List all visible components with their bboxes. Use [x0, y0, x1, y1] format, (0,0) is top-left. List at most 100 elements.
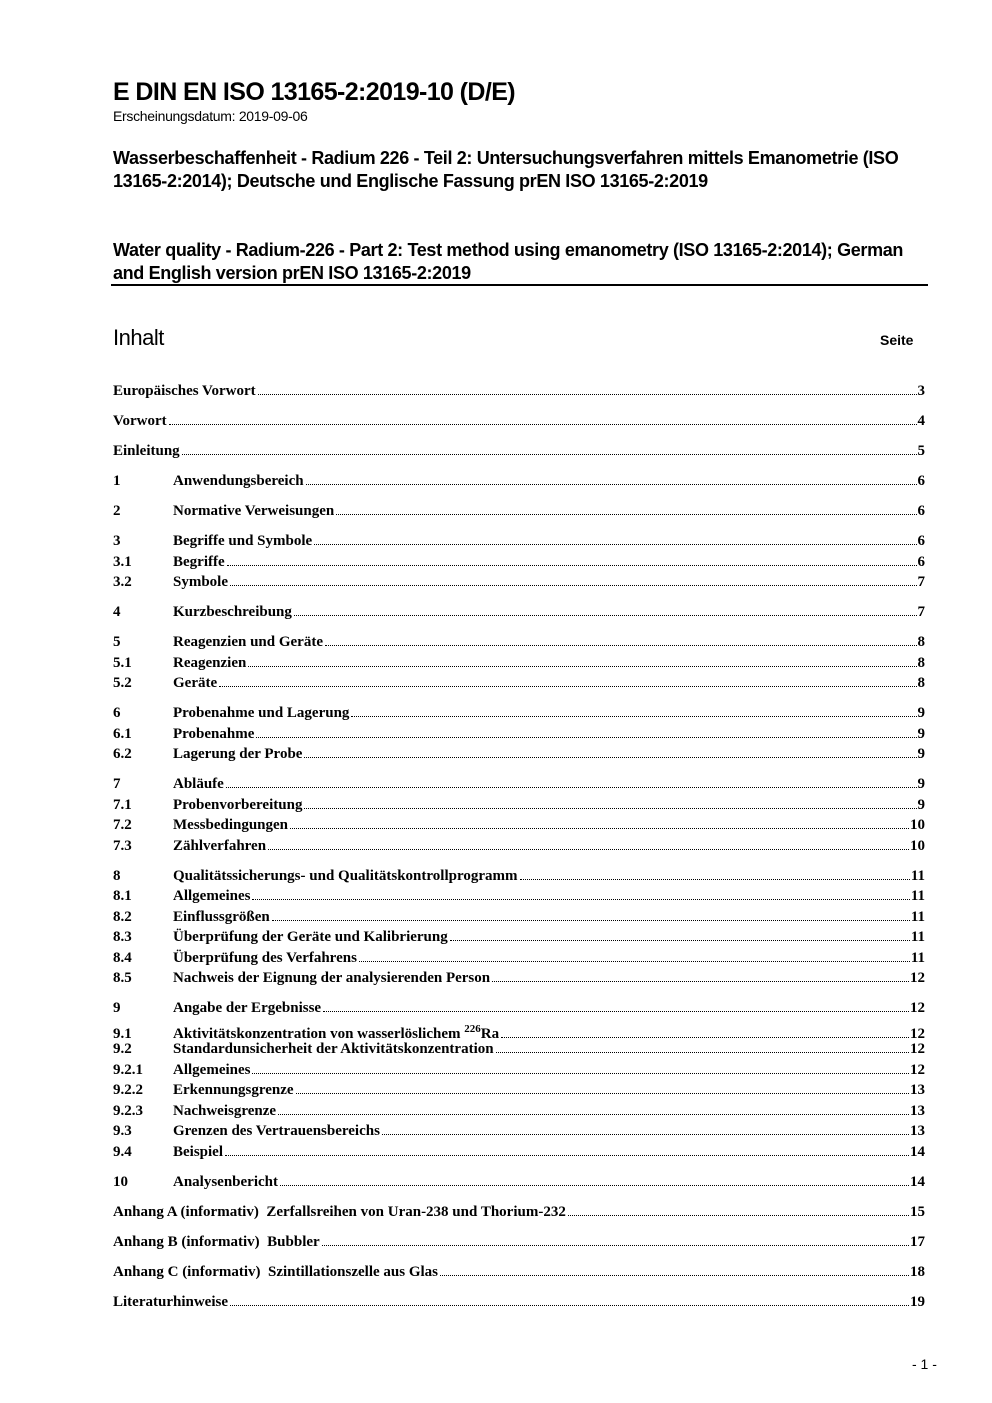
toc-entry[interactable]: Anhang C (informativ) Szintillationszell… [113, 1262, 925, 1283]
toc-entry[interactable]: 5.1 Reagenzien 8 [113, 653, 925, 674]
toc-entry-title: Begriffe [173, 552, 225, 573]
toc-entry[interactable]: 5.2 Geräte 8 [113, 673, 925, 694]
toc-entry[interactable]: 3.2 Symbole 7 [113, 572, 925, 593]
toc-entry[interactable]: 8.3 Überprüfung der Geräte und Kalibrieru… [113, 927, 925, 948]
toc-entry-title-text: Kurzbeschreibung [173, 604, 292, 620]
toc-entry-title: Erkennungsgrenze [173, 1080, 294, 1101]
toc-entry-title-text: Angabe der Ergebnisse [173, 1000, 322, 1016]
toc-entry-title: Kurzbeschreibung [173, 602, 292, 623]
toc-entry[interactable]: 9 Angabe der Ergebnisse 12 [113, 998, 925, 1019]
toc-entry[interactable]: 8.2 Einflussgrößen 11 [113, 907, 925, 928]
toc-group: Anhang A (informativ) Zerfallsreihen von… [113, 1202, 925, 1223]
toc-entry[interactable]: 7.2 Messbedingungen 10 [113, 815, 925, 836]
toc-group: Literaturhinweise 19 [113, 1292, 925, 1313]
toc-entry-title: Beispiel [173, 1142, 223, 1163]
publication-date: Erscheinungsdatum: 2019-09-06 [113, 108, 308, 124]
toc-entry-title: Europäisches Vorwort [113, 381, 256, 402]
toc-entry-title-text: Einflussgrößen [173, 908, 270, 925]
toc-entry-title-text: Allgemeines [173, 888, 251, 904]
toc-entry-page: 9 [917, 705, 926, 721]
toc-entry-page: 7 [917, 574, 926, 590]
toc-entry[interactable]: 3 Begriffe und Symbole 6 [113, 531, 925, 552]
dot-leader [230, 584, 917, 586]
toc-entry[interactable]: 10 Analysenbericht 14 [113, 1172, 925, 1193]
toc-entry-number: 6 [113, 705, 121, 721]
toc-entry[interactable]: Anhang B (informativ) Bubbler 17 [113, 1232, 925, 1253]
toc-entry-page: 8 [917, 634, 926, 650]
superscript: 226 [464, 1022, 481, 1035]
toc-entry-number: 9.2.2 [113, 1082, 143, 1098]
toc-entry-title: Grenzen des Vertrauensbereichs [173, 1121, 380, 1142]
toc-entry-title-text: Probenahme [173, 725, 255, 742]
toc-entry[interactable]: Anhang A (informativ) Zerfallsreihen von… [113, 1202, 925, 1223]
toc-entry[interactable]: 8.1 Allgemeines 11 [113, 886, 925, 907]
toc-entry-number: 5.1 [113, 654, 132, 671]
toc-entry[interactable]: Literaturhinweise 19 [113, 1292, 925, 1313]
toc-entry-number: 8 [113, 867, 121, 884]
toc-entry-title: Standardunsicherheit der Aktivitätskonze… [173, 1039, 494, 1060]
toc-entry[interactable]: 1 Anwendungsbereich 6 [113, 471, 925, 492]
toc-entry-page: 12 [910, 1000, 925, 1016]
toc-entry[interactable]: 9.4 Beispiel 14 [113, 1142, 925, 1163]
toc-entry-title: Messbedingungen [173, 815, 288, 836]
toc-group: 6 Probenahme und Lagerung 9 6.1 Probenahme 9 6… [113, 703, 925, 765]
dot-leader [278, 1113, 909, 1115]
toc-entry-number: 9.3 [113, 1123, 132, 1139]
toc-entry-title-text: Abläufe [173, 776, 224, 792]
toc-entry-page: 14 [910, 1173, 925, 1190]
dot-leader [314, 543, 917, 545]
toc-entry[interactable]: 6.2 Lagerung der Probe 9 [113, 744, 925, 765]
toc-entry-number: 7.3 [113, 837, 132, 854]
toc-entry-title-text: Probenahme und Lagerung [173, 705, 350, 721]
toc-entry[interactable]: 7.1 Probenvorbereitung 9 [113, 795, 925, 816]
dot-leader [229, 1304, 909, 1306]
toc-entry-title: Einleitung [113, 441, 180, 462]
toc-entry-title: Nachweis der Eignung der analysierenden … [173, 968, 490, 989]
dot-leader [219, 685, 917, 687]
toc-entry[interactable]: Einleitung 5 [113, 441, 925, 462]
toc-entry[interactable]: 2 Normative Verweisungen 6 [113, 501, 925, 522]
toc-entry-page: 19 [910, 1293, 925, 1310]
toc-entry[interactable]: 8.4 Überprüfung des Verfahrens 11 [113, 948, 925, 969]
toc-entry[interactable]: 4 Kurzbeschreibung 7 [113, 602, 925, 623]
toc-entry-title: Probenvorbereitung [173, 795, 302, 816]
toc-entry[interactable]: 7 Abläufe 9 [113, 774, 925, 795]
toc-entry-number: 9.2 [113, 1041, 132, 1057]
toc-entry-number: 9.2.1 [113, 1061, 143, 1078]
toc-entry[interactable]: 6 Probenahme und Lagerung 9 [113, 703, 925, 724]
toc-entry-number: 6.2 [113, 746, 132, 762]
toc-entry-number: 8.2 [113, 908, 132, 925]
toc-entry-title: Abläufe [173, 774, 224, 795]
toc-entry[interactable]: 6.1 Probenahme 9 [113, 724, 925, 745]
toc-entry-number: 5.2 [113, 675, 132, 691]
dot-leader [519, 878, 910, 880]
toc-entry-title: Anwendungsbereich [173, 471, 304, 492]
dot-leader [323, 1010, 909, 1012]
toc-entry[interactable]: 9.1 Aktivitätskonzentration von wasserlös… [113, 1019, 925, 1042]
toc-entry-page: 7 [917, 604, 926, 620]
toc-entry-title-text: Qualitätssicherungs- und Qualitätskontro… [173, 867, 518, 884]
toc-entry-title: Normative Verweisungen [173, 501, 334, 522]
dot-leader [567, 1214, 909, 1216]
toc-entry[interactable]: 9.2.3 Nachweisgrenze 13 [113, 1101, 925, 1122]
toc-entry[interactable]: 9.3 Grenzen des Vertrauensbereichs 13 [113, 1121, 925, 1142]
toc-entry-title-text: Normative Verweisungen [173, 503, 335, 519]
toc-entry-page: 13 [910, 1102, 925, 1119]
toc-entry[interactable]: 9.2 Standardunsicherheit der Aktivitätsko… [113, 1039, 925, 1060]
toc-entry[interactable]: Vorwort 4 [113, 411, 925, 432]
toc-entry-page: 13 [910, 1082, 925, 1098]
toc-entry[interactable]: 7.3 Zählverfahren 10 [113, 836, 925, 857]
toc-entry-title-text: Zählverfahren [173, 837, 267, 854]
toc-entry[interactable]: 3.1 Begriffe 6 [113, 552, 925, 573]
toc-entry[interactable]: 8.5 Nachweis der Eignung der analysierend… [113, 968, 925, 989]
toc-entry-page: 9 [917, 746, 926, 762]
toc-entry[interactable]: 5 Reagenzien und Geräte 8 [113, 632, 925, 653]
toc-entry[interactable]: 9.2.2 Erkennungsgrenze 13 [113, 1080, 925, 1101]
toc-entry[interactable]: Europäisches Vorwort 3 [113, 381, 925, 402]
toc-entry[interactable]: 9.2.1 Allgemeines 12 [113, 1060, 925, 1081]
toc-entry-number: 10 [113, 1173, 128, 1190]
dot-leader [268, 848, 909, 850]
toc-entry[interactable]: 8 Qualitätssicherungs- und Qualitätskontr… [113, 866, 925, 887]
dot-leader [226, 564, 917, 566]
toc-group: 9 Angabe der Ergebnisse 12 9.1 Aktivitätskon… [113, 998, 925, 1162]
